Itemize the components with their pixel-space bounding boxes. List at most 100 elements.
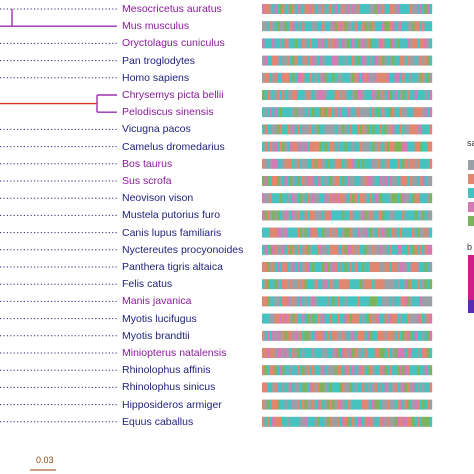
alignment-segment xyxy=(422,107,425,118)
alignment-segment xyxy=(282,55,285,66)
alignment-segment xyxy=(357,279,360,290)
alignment-segment xyxy=(359,141,363,152)
alignment-segment xyxy=(389,90,393,100)
taxon-label: Nyctereutes procyonoides xyxy=(122,243,244,256)
alignment-segment xyxy=(429,21,433,32)
alignment-segment xyxy=(384,176,388,186)
alignment-segment xyxy=(274,262,278,272)
alignment-segment xyxy=(344,227,348,238)
alignment-segment xyxy=(337,90,340,100)
alignment-segment xyxy=(402,262,405,272)
alignment-segment xyxy=(404,193,408,204)
alignment-segment xyxy=(392,21,395,32)
alignment-segment xyxy=(377,262,380,272)
alignment-segment xyxy=(404,21,408,32)
alignment-segment xyxy=(359,279,363,290)
alignment-segment xyxy=(394,313,398,324)
alignment-segment xyxy=(394,4,398,14)
alignment-segment xyxy=(409,382,413,393)
alignment-segment xyxy=(384,416,388,427)
alignment-segment xyxy=(427,365,430,376)
alignment-segment xyxy=(289,296,293,307)
alignment-segment xyxy=(382,313,385,324)
alignment-segment xyxy=(294,55,298,66)
alignment-segment xyxy=(314,176,318,186)
alignment-segment xyxy=(407,313,410,324)
alignment-segment xyxy=(429,365,433,376)
alignment-segment xyxy=(399,244,403,255)
alignment-segment xyxy=(307,72,310,83)
alignment-segment xyxy=(347,38,350,49)
alignment-segment xyxy=(354,416,358,427)
alignment-segment xyxy=(369,227,373,238)
alignment-segment xyxy=(357,313,360,324)
alignment-segment xyxy=(424,124,428,135)
alignment-segment xyxy=(419,348,423,358)
alignment-segment xyxy=(354,72,358,83)
alignment-segment xyxy=(304,4,308,14)
alignment-segment xyxy=(374,55,378,66)
alignment-segment xyxy=(377,141,380,152)
alignment-segment xyxy=(284,141,288,152)
alignment-segment xyxy=(354,55,358,66)
alignment-segment xyxy=(367,399,370,410)
alignment-segment xyxy=(379,244,383,255)
alignment-segment xyxy=(347,193,350,204)
alignment-segment xyxy=(354,90,358,100)
alignment-segment xyxy=(362,21,365,32)
alignment-segment xyxy=(337,210,340,221)
alignment-segment xyxy=(314,90,318,100)
alignment-segment xyxy=(277,158,280,169)
alignment-segment xyxy=(342,313,345,324)
alignment-segment xyxy=(312,399,315,410)
alignment-segment xyxy=(424,348,428,358)
alignment-segment xyxy=(382,244,385,255)
alignment-segment xyxy=(369,399,373,410)
alignment-segment xyxy=(337,176,340,186)
alignment-segment xyxy=(292,90,295,100)
alignment-segment xyxy=(417,348,420,358)
alignment-segment xyxy=(269,158,273,169)
alignment-segment xyxy=(337,4,340,14)
alignment-segment xyxy=(414,193,418,204)
alignment-segment xyxy=(292,330,295,341)
alignment-segment xyxy=(414,21,418,32)
alignment-segment xyxy=(382,72,385,83)
alignment-segment xyxy=(292,416,295,427)
alignment-segment xyxy=(312,330,315,341)
alignment-segment xyxy=(272,348,275,358)
alignment-segment xyxy=(357,382,360,393)
alignment-segment xyxy=(329,296,333,307)
alignment-segment xyxy=(384,296,388,307)
alignment-segment xyxy=(412,176,415,186)
alignment-segment xyxy=(264,244,268,255)
alignment-segment xyxy=(419,38,423,49)
alignment-segment xyxy=(397,227,400,238)
alignment-segment xyxy=(392,382,395,393)
alignment-segment xyxy=(419,399,423,410)
alignment-segment xyxy=(409,399,413,410)
alignment-segment xyxy=(367,176,370,186)
alignment-segment xyxy=(307,55,310,66)
alignment-segment xyxy=(347,416,350,427)
alignment-segment xyxy=(299,107,303,118)
alignment-segment xyxy=(342,107,345,118)
alignment-segment xyxy=(382,4,385,14)
alignment-segment xyxy=(327,4,330,14)
alignment-segment xyxy=(384,382,388,393)
alignment-segment xyxy=(279,244,283,255)
alignment-segment xyxy=(287,124,290,135)
alignment-segment xyxy=(277,38,280,49)
alignment-segment xyxy=(264,227,268,238)
alignment-segment xyxy=(374,21,378,32)
alignment-segment xyxy=(279,210,283,221)
alignment-segment xyxy=(289,176,293,186)
alignment-segment xyxy=(359,124,363,135)
alignment-segment xyxy=(317,399,320,410)
alignment-segment xyxy=(372,21,375,32)
alignment-segment xyxy=(297,72,300,83)
alignment-segment xyxy=(302,158,305,169)
alignment-segment xyxy=(374,72,378,83)
alignment-segment xyxy=(412,399,415,410)
alignment-segment xyxy=(344,279,348,290)
